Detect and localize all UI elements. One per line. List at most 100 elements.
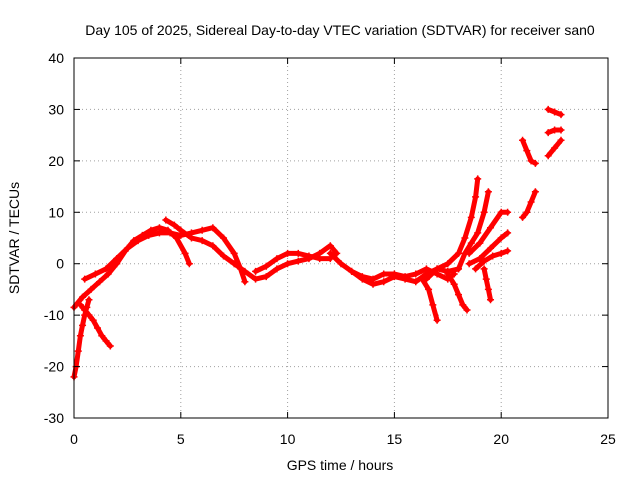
x-tick-label: 10 xyxy=(280,431,296,447)
data-point xyxy=(337,260,345,268)
data-point xyxy=(429,301,437,309)
data-point xyxy=(98,332,106,340)
data-point xyxy=(523,147,531,155)
data-point xyxy=(519,136,527,144)
data-point xyxy=(551,108,559,116)
data-point xyxy=(557,136,565,144)
data-point xyxy=(474,175,482,183)
data-point xyxy=(454,291,462,299)
data-point xyxy=(85,311,93,319)
data-point xyxy=(422,275,430,283)
data-point xyxy=(93,324,101,332)
data-point xyxy=(113,255,121,263)
data-point xyxy=(380,270,388,278)
data-series xyxy=(70,105,565,381)
data-point xyxy=(273,265,281,273)
data-point xyxy=(412,270,420,278)
data-point xyxy=(504,229,512,237)
data-point xyxy=(333,249,341,257)
data-point xyxy=(262,262,270,270)
data-point xyxy=(74,347,82,355)
data-point xyxy=(326,249,334,257)
y-tick-label: 30 xyxy=(48,101,64,117)
data-point xyxy=(450,280,458,288)
data-point xyxy=(557,111,565,119)
data-point xyxy=(305,252,313,260)
data-point xyxy=(450,270,458,278)
data-point xyxy=(390,270,398,278)
series-arc-16 xyxy=(481,266,493,303)
data-point xyxy=(87,285,95,293)
grid-lines xyxy=(74,58,608,418)
data-point xyxy=(369,275,377,283)
data-point xyxy=(527,157,535,165)
data-point xyxy=(412,278,420,286)
data-point xyxy=(476,255,484,263)
data-point xyxy=(523,208,531,216)
y-tick-label: 40 xyxy=(48,50,64,66)
data-point xyxy=(480,265,488,273)
data-point xyxy=(166,229,174,237)
data-point xyxy=(123,244,131,252)
series-arc-18 xyxy=(520,137,538,166)
data-point xyxy=(273,255,281,263)
data-point xyxy=(444,260,452,268)
data-point xyxy=(262,273,270,281)
data-point xyxy=(96,278,104,286)
data-point xyxy=(527,198,535,206)
data-point xyxy=(472,193,480,201)
data-point xyxy=(102,265,110,273)
axis-ticks xyxy=(73,57,609,419)
data-point xyxy=(482,275,490,283)
data-point xyxy=(531,159,539,167)
data-point xyxy=(230,260,238,268)
y-tick-label: 20 xyxy=(48,153,64,169)
series-arc-17 xyxy=(520,189,538,220)
data-point xyxy=(474,229,482,237)
x-tick-label: 20 xyxy=(493,431,509,447)
data-point xyxy=(162,216,170,224)
data-point xyxy=(425,285,433,293)
data-point xyxy=(489,252,497,260)
data-point xyxy=(170,221,178,229)
x-tick-label: 25 xyxy=(600,431,616,447)
data-point xyxy=(252,267,260,275)
data-point xyxy=(459,301,467,309)
data-point xyxy=(252,275,260,283)
data-point xyxy=(76,332,84,340)
data-point xyxy=(484,188,492,196)
data-point xyxy=(79,321,87,329)
y-tick-label: -20 xyxy=(44,359,64,375)
data-point xyxy=(79,293,87,301)
data-point xyxy=(463,306,471,314)
data-point xyxy=(241,267,249,275)
x-tick-labels: 0 5 10 15 20 25 xyxy=(70,431,616,447)
chart-title: Day 105 of 2025, Sidereal Day-to-day VTE… xyxy=(85,22,595,38)
data-point xyxy=(497,208,505,216)
data-point xyxy=(81,306,89,314)
data-point xyxy=(241,278,249,286)
data-point xyxy=(230,249,238,257)
data-point xyxy=(284,260,292,268)
data-point xyxy=(487,244,495,252)
data-point xyxy=(81,275,89,283)
data-point xyxy=(461,234,469,242)
data-point xyxy=(480,257,488,265)
y-tick-label: 10 xyxy=(48,204,64,220)
data-point xyxy=(531,188,539,196)
data-point xyxy=(89,316,97,324)
data-point xyxy=(106,342,114,350)
data-point xyxy=(380,278,388,286)
data-point xyxy=(465,249,473,257)
data-point xyxy=(480,208,488,216)
data-point xyxy=(544,105,552,113)
data-point xyxy=(181,249,189,257)
data-point xyxy=(85,296,93,304)
data-point xyxy=(433,265,441,273)
data-point xyxy=(177,226,185,234)
data-point xyxy=(284,249,292,257)
data-point xyxy=(155,229,163,237)
plot-frame xyxy=(73,57,609,419)
data-point xyxy=(220,234,228,242)
